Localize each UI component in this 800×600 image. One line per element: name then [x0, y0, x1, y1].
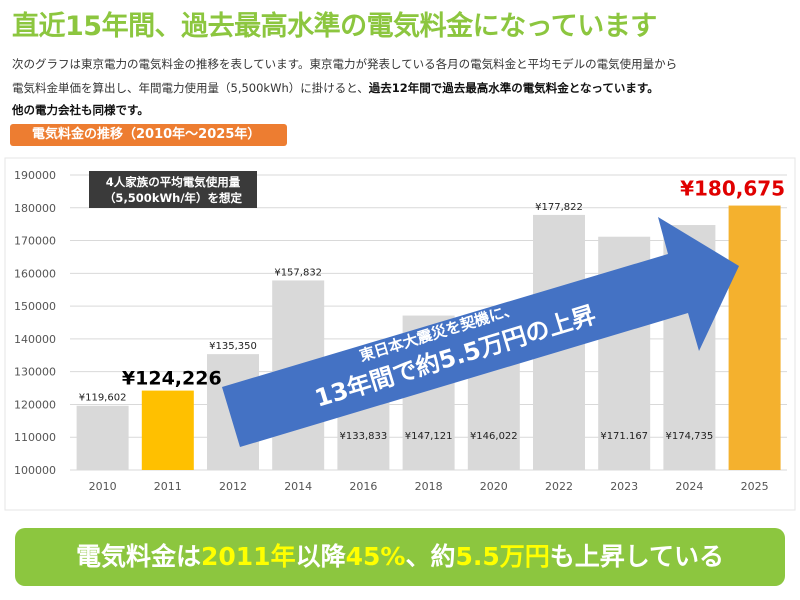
x-tick-label: 2014	[284, 480, 312, 493]
data-label: ¥180,675	[680, 177, 785, 201]
data-label: ¥157,832	[274, 267, 322, 278]
chart-border	[4, 157, 796, 511]
arrow-shape	[222, 217, 739, 447]
data-label: ¥171.167	[600, 431, 648, 442]
x-tick-label: 2016	[349, 480, 377, 493]
y-tick-label: 160000	[14, 267, 56, 280]
banner-text: 以降	[295, 542, 346, 571]
summary-banner: 電気料金は2011年以降45%、約5.5万円も上昇している	[15, 528, 785, 586]
x-tick-label: 2020	[480, 480, 508, 493]
bar-chart: 100000 110000 120000 130000 140000 150000 1600…	[4, 157, 796, 511]
page-title: 直近15年間、過去最高水準の電気料金になっています	[12, 11, 657, 42]
x-tick-label: 2023	[610, 480, 638, 493]
banner-highlight: 5.5万円	[455, 542, 550, 571]
y-tick-label: 180000	[14, 202, 56, 215]
x-tick-label: 2024	[675, 480, 703, 493]
x-tick-label: 2010	[89, 480, 117, 493]
y-tick-label: 110000	[14, 431, 56, 444]
x-tick-label: 2012	[219, 480, 247, 493]
annotation-line-1: 4人家族の平均電気使用量	[106, 175, 241, 189]
y-tick-label: 130000	[14, 366, 56, 379]
y-tick-label: 190000	[14, 169, 56, 182]
data-label: ¥119,602	[79, 393, 127, 404]
banner-highlight: 45%	[345, 542, 406, 571]
banner-text: 、約	[405, 542, 456, 571]
banner-highlight: 2011年	[200, 542, 296, 571]
description-line-3: 他の電力会社も同様です。	[12, 103, 149, 117]
y-tick-label: 100000	[14, 464, 56, 477]
y-tick-label: 150000	[14, 300, 56, 313]
data-label: ¥135,350	[209, 341, 257, 352]
x-tick-label: 2011	[154, 480, 182, 493]
bar-2011	[141, 390, 194, 470]
annotation-line-2: （5,500kWh/年）を想定	[104, 191, 243, 205]
data-label: ¥147,121	[405, 431, 453, 442]
y-tick-label: 120000	[14, 398, 56, 411]
banner-text: 電気料金は	[75, 542, 201, 571]
description-line-1: 次のグラフは東京電力の電気料金の推移を表しています。東京電力が発表している各月の…	[12, 57, 678, 71]
description-line-2-normal: 電気料金単価を算出し、年間電力使用量（5,500kWh）に掛けると、	[12, 81, 369, 95]
bar-2010	[76, 405, 129, 470]
banner-text: も上昇している	[549, 542, 725, 571]
annotation-box: 4人家族の平均電気使用量 （5,500kWh/年）を想定	[89, 171, 257, 208]
x-tick-label: 2022	[545, 480, 573, 493]
data-label: ¥177,822	[535, 202, 583, 213]
x-tick-label: 2018	[415, 480, 443, 493]
description-line-2: 電気料金単価を算出し、年間電力使用量（5,500kWh）に掛けると、過去12年間…	[12, 80, 659, 96]
bar-2025	[728, 205, 781, 470]
data-label: ¥174,735	[666, 431, 714, 442]
data-label: ¥146,022	[470, 431, 518, 442]
y-tick-label: 170000	[14, 235, 56, 248]
x-tick-label: 2025	[741, 480, 769, 493]
description-line-2-bold: 過去12年間で過去最高水準の電気料金となっています。	[368, 81, 659, 95]
data-label: ¥124,226	[122, 368, 222, 390]
data-label: ¥133,833	[340, 431, 388, 442]
y-tick-label: 140000	[14, 333, 56, 346]
section-label: 電気料金の推移（2010年～2025年）	[10, 124, 287, 146]
